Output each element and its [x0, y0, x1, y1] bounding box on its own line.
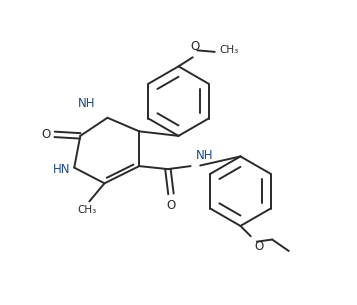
Text: O: O — [191, 40, 200, 53]
Text: CH₃: CH₃ — [219, 45, 238, 55]
Text: HN: HN — [53, 163, 71, 176]
Text: O: O — [254, 240, 263, 253]
Text: O: O — [166, 199, 176, 212]
Text: CH₃: CH₃ — [77, 205, 97, 215]
Text: NH: NH — [78, 97, 95, 110]
Text: NH: NH — [196, 149, 213, 163]
Text: O: O — [41, 128, 51, 141]
